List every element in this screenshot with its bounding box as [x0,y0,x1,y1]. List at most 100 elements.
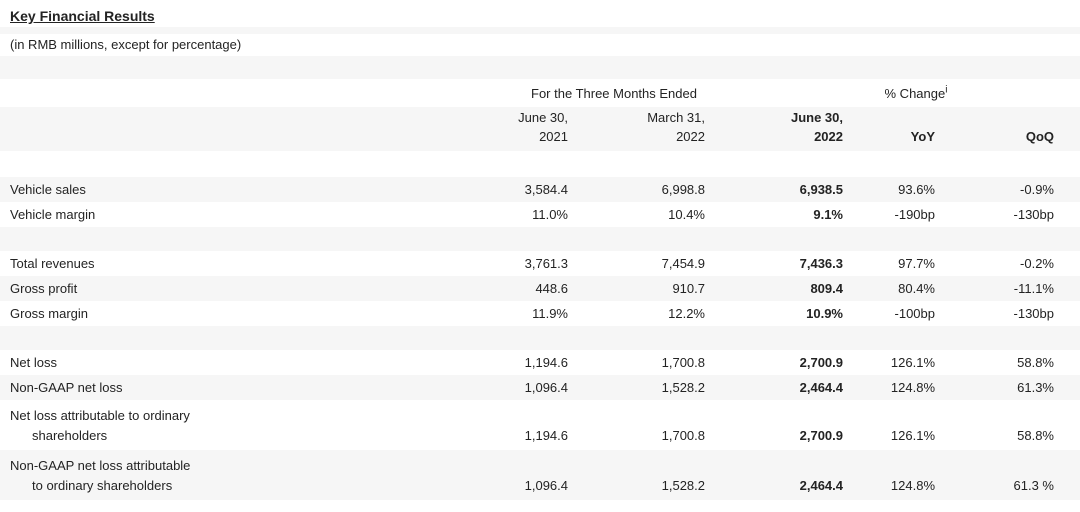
cell-value: 124.8% [890,478,935,493]
row-label: Vehicle sales [10,180,360,200]
period-header-label: For the Three Months Ended [531,85,697,101]
cell-value: 1,700.8 [661,354,705,370]
column-header-line: 2021 [539,129,568,144]
row-label: Vehicle margin [10,205,360,225]
table-header-dates-row: June 30, 2021 March 31, 2022 June 30, 20… [0,107,1080,151]
row-label: Gross margin [10,304,360,324]
table-spacer-row [0,326,1080,350]
column-header-june-2021: June 30, 2021 [360,108,568,146]
row-label-line: Net loss attributable to ordinary [10,408,190,423]
cell-value: 10.9% [806,305,843,321]
row-label-line: Vehicle sales [10,181,86,197]
cell-value: 93.6% [898,181,935,197]
row-label-line: to ordinary shareholders [32,478,173,493]
cell-value: 97.7% [898,255,935,271]
table-row: Non-GAAP net loss 1,096.4 1,528.2 2,464.4 12… [0,375,1080,400]
column-header-qoq: QoQ [1025,129,1054,144]
cell-value: 11.0% [532,206,568,222]
change-header-label: % Changei [843,84,1054,101]
cell-value: 6,998.8 [661,181,705,197]
row-label: Total revenues [10,254,360,274]
cell-value: 3,584.4 [524,181,568,197]
table-row: Vehicle margin 11.0% 10.4% 9.1% -190bp -130bp [0,202,1080,227]
cell-value: 1,194.6 [524,428,568,443]
column-header-line: 2022 [676,129,705,144]
column-header-yoy: YoY [910,129,935,144]
row-label: Non-GAAP net loss attributable to ordinar… [10,456,360,496]
cell-value: 61.3 % [1013,478,1054,493]
cell-value: 58.8% [1017,428,1054,443]
column-header-line: June 30, [790,110,843,125]
divider-stripe [0,27,1080,34]
row-label-line: Gross profit [10,280,78,296]
page-subtitle: (in RMB millions, except for percentage) [10,37,242,52]
spacer-white [0,151,1080,177]
column-header-line: March 31, [647,110,705,125]
cell-value: 124.8% [890,379,935,395]
row-label-line: Total revenues [10,255,95,271]
cell-value: 1,096.4 [524,478,568,493]
cell-value: 9.1% [813,206,843,222]
cell-value: -0.2% [1020,255,1054,271]
table-spacer-row [0,227,1080,251]
cell-value: 12.2% [668,305,705,321]
cell-value: 2,464.4 [799,478,843,493]
cell-value: 7,436.3 [799,255,843,271]
table-row: Net loss attributable to ordinary shareho… [0,400,1080,450]
cell-value: 2,464.4 [799,379,843,395]
row-label-line: Gross margin [10,305,89,321]
cell-value: 126.1% [890,428,935,443]
financial-results-document: Key Financial Results (in RMB millions, … [0,8,1080,500]
row-label: Net loss [10,353,360,373]
change-header-text: % Change [884,85,946,101]
cell-value: 58.8% [1017,354,1054,370]
cell-value: 7,454.9 [661,255,705,271]
cell-value: 1,096.4 [524,379,568,395]
cell-value: 61.3% [1017,379,1054,395]
cell-value: 2,700.9 [799,428,843,443]
cell-value: 1,194.6 [524,354,568,370]
cell-value: -130bp [1013,206,1054,222]
table-row: Gross profit 448.6 910.7 809.4 80.4% -11.1% [0,276,1080,301]
column-header-line: June 30, [518,110,568,125]
row-label: Gross profit [10,279,360,299]
row-label-line: Net loss [10,354,57,370]
cell-value: 1,528.2 [661,379,705,395]
table-row: Total revenues 3,761.3 7,454.9 7,436.3 97.7%… [0,251,1080,276]
table-header-period-row: For the Three Months Ended % Changei [0,79,1080,107]
cell-value: 910.7 [672,280,705,296]
cell-value: 11.9% [532,305,568,321]
table-row: Vehicle sales 3,584.4 6,998.8 6,938.5 93.6% -… [0,177,1080,202]
cell-value: -190bp [894,206,935,222]
table-body: Vehicle sales 3,584.4 6,998.8 6,938.5 93.6% -… [0,177,1080,500]
cell-value: 80.4% [898,280,935,296]
table-row: Non-GAAP net loss attributable to ordinar… [0,450,1080,500]
row-label: Non-GAAP net loss [10,378,360,398]
cell-value: 3,761.3 [524,255,568,271]
cell-value: 1,700.8 [661,428,705,443]
cell-value: 809.4 [810,280,843,296]
cell-value: 126.1% [890,354,935,370]
row-label-line: Vehicle margin [10,206,96,222]
row-label: Net loss attributable to ordinary shareho… [10,406,360,446]
column-header-line: 2022 [814,129,843,144]
page-title: Key Financial Results [10,8,155,24]
cell-value: -130bp [1013,305,1054,321]
table-row: Gross margin 11.9% 12.2% 10.9% -100bp -130bp [0,301,1080,326]
cell-value: 448.6 [535,280,568,296]
row-label-line: Non-GAAP net loss attributable [10,458,191,473]
cell-value: -11.1% [1013,280,1054,296]
column-header-june-2022: June 30, 2022 [705,108,843,146]
cell-value: 10.4% [668,206,705,222]
cell-value: -100bp [894,305,935,321]
cell-value: 1,528.2 [661,478,705,493]
table-row: Net loss 1,194.6 1,700.8 2,700.9 126.1% 58.8% [0,350,1080,375]
cell-value: 6,938.5 [799,181,843,197]
change-footnote-marker: i [945,84,948,96]
cell-value: -0.9% [1020,181,1054,197]
column-header-march-2022: March 31, 2022 [568,108,705,146]
cell-value: 2,700.9 [799,354,843,370]
row-label-line: Non-GAAP net loss [10,379,123,395]
row-label-line: shareholders [32,428,108,443]
spacer-stripe [0,56,1080,79]
